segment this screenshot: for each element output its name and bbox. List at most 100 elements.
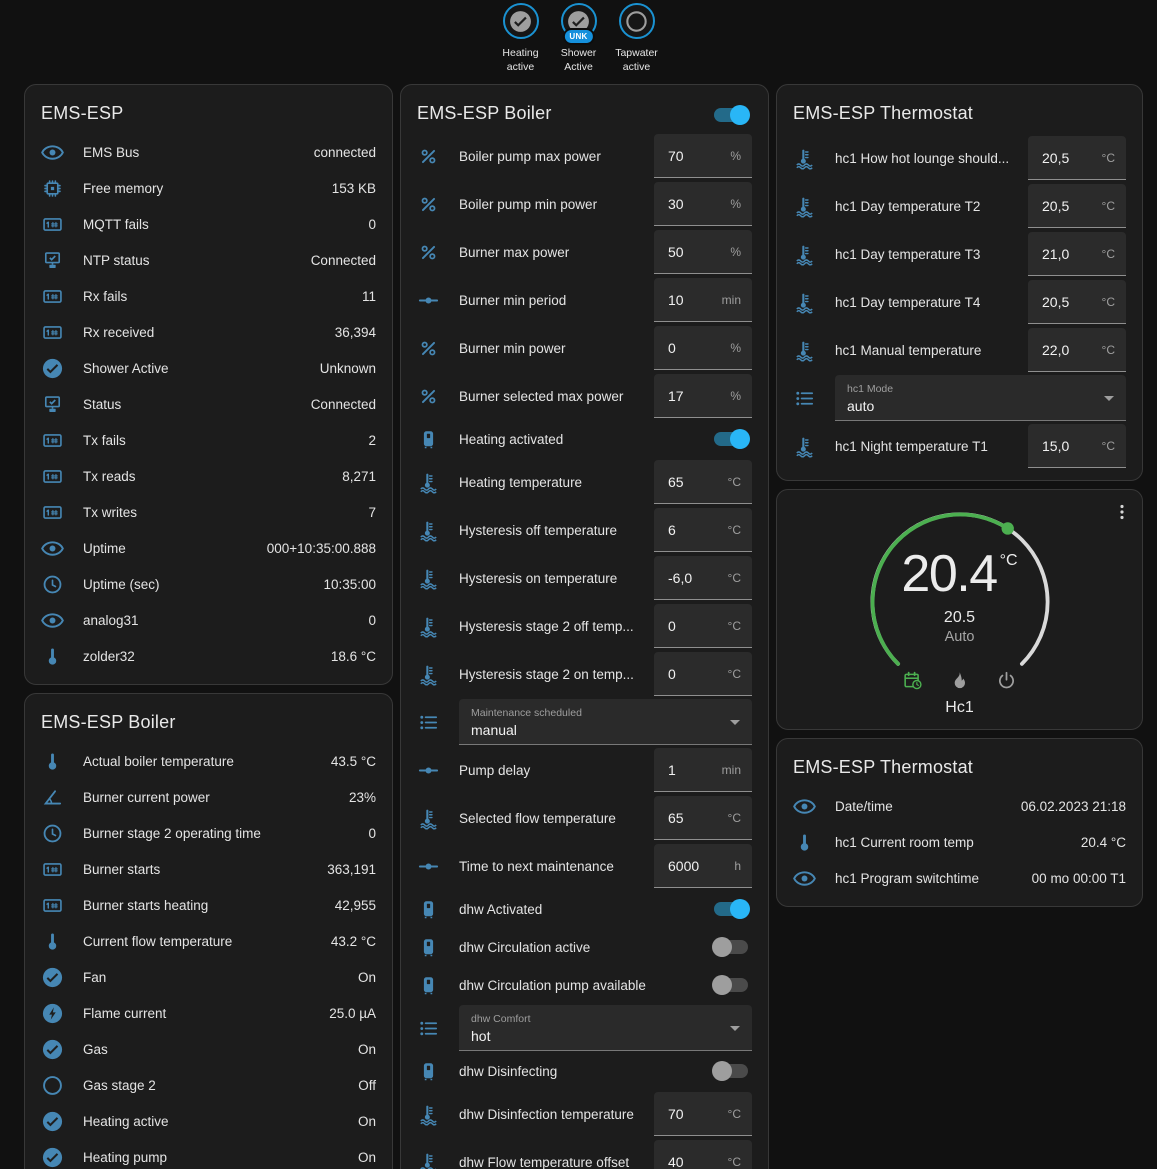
- entity-row[interactable]: Rx received 36,394: [41, 314, 376, 350]
- number-value: 30: [668, 195, 684, 212]
- card-header-toggle[interactable]: [714, 104, 750, 125]
- toggle-switch[interactable]: [712, 975, 748, 996]
- entity-row[interactable]: Uptime (sec) 10:35:00: [41, 566, 376, 602]
- entity-row[interactable]: Tx writes 7: [41, 494, 376, 530]
- entity-row[interactable]: Burner stage 2 operating time 0: [41, 815, 376, 851]
- number-input[interactable]: 20,5 °C: [1028, 184, 1126, 229]
- entity-label: Hysteresis off temperature: [459, 522, 618, 538]
- entity-row[interactable]: Heating pump On: [41, 1139, 376, 1169]
- number-input[interactable]: 0 °C: [654, 604, 752, 649]
- entity-row: Maintenance scheduled manual: [417, 698, 752, 746]
- toggle-switch[interactable]: [712, 937, 748, 958]
- entity-row[interactable]: Tx fails 2: [41, 422, 376, 458]
- number-value: 15,0: [1042, 437, 1070, 454]
- number-input[interactable]: 17%: [654, 374, 752, 419]
- entity-row[interactable]: Flame current 25.0 µA: [41, 995, 376, 1031]
- entity-row[interactable]: analog31 0: [41, 602, 376, 638]
- entity-value: Connected: [310, 396, 376, 412]
- card-boiler-sensors: EMS-ESP Boiler Actual boiler temperature…: [24, 693, 393, 1169]
- number-input[interactable]: 70%: [654, 134, 752, 179]
- entity-value: 363,191: [327, 861, 376, 877]
- entity-row[interactable]: Heating active On: [41, 1103, 376, 1139]
- card-thermostat-sensors: EMS-ESP Thermostat Date/time 06.02.2023 2…: [776, 738, 1143, 908]
- toggle-switch[interactable]: [714, 429, 750, 450]
- number-input[interactable]: 6000 h: [654, 844, 752, 889]
- number-unit: %: [730, 148, 741, 163]
- entity-row[interactable]: Tx reads 8,271: [41, 458, 376, 494]
- entity-row[interactable]: hc1 Current room temp 20.4 °C: [793, 824, 1126, 860]
- dial-handle[interactable]: [1001, 522, 1014, 536]
- entity-row[interactable]: hc1 Program switchtime 00 mo 00:00 T1: [793, 860, 1126, 896]
- number-input[interactable]: 0 °C: [654, 652, 752, 697]
- entity-row[interactable]: NTP status Connected: [41, 242, 376, 278]
- number-input[interactable]: 0%: [654, 326, 752, 371]
- toggle-switch[interactable]: [712, 1061, 748, 1082]
- number-input[interactable]: 50%: [654, 230, 752, 275]
- entity-label: Shower Active: [83, 360, 169, 376]
- entity-row[interactable]: Gas On: [41, 1031, 376, 1067]
- entity-row: Burner min power 0%: [417, 324, 752, 372]
- badge[interactable]: Heating active: [495, 3, 547, 74]
- select-value: manual: [471, 721, 517, 738]
- entity-label: hc1 Manual temperature: [835, 342, 982, 358]
- entity-row[interactable]: Date/time 06.02.2023 21:18: [793, 788, 1126, 824]
- entity-label: Flame current: [83, 1005, 167, 1021]
- toggle-switch[interactable]: [714, 899, 750, 920]
- select-input[interactable]: dhw Comfort hot: [459, 1005, 752, 1052]
- entity-row[interactable]: EMS Bus connected: [41, 134, 376, 170]
- thermostat-dial[interactable]: 20.4 °C 20.5 Auto: [860, 502, 1060, 668]
- number-input[interactable]: 20,5 °C: [1028, 136, 1126, 181]
- entity-row[interactable]: Fan On: [41, 959, 376, 995]
- number-input[interactable]: 6 °C: [654, 508, 752, 553]
- select-input[interactable]: Maintenance scheduled manual: [459, 699, 752, 746]
- entity-row[interactable]: Actual boiler temperature 43.5 °C: [41, 743, 376, 779]
- entity-row[interactable]: zolder32 18.6 °C: [41, 638, 376, 674]
- number-input[interactable]: 30%: [654, 182, 752, 227]
- entity-row: Heating activated: [417, 420, 752, 458]
- more-options-button[interactable]: [1108, 498, 1136, 526]
- entity-label: Gas stage 2: [83, 1077, 156, 1093]
- entity-row[interactable]: Uptime 000+10:35:00.888: [41, 530, 376, 566]
- entity-row[interactable]: Free memory 153 KB: [41, 170, 376, 206]
- entity-row: Burner max power 50%: [417, 228, 752, 276]
- number-input[interactable]: 70 °C: [654, 1092, 752, 1137]
- number-value: 20,5: [1042, 149, 1070, 166]
- entity-label: dhw Circulation pump available: [459, 977, 646, 993]
- entity-row[interactable]: Shower Active Unknown: [41, 350, 376, 386]
- number-input[interactable]: 15,0 °C: [1028, 424, 1126, 469]
- number-input[interactable]: 65 °C: [654, 796, 752, 841]
- number-input[interactable]: 40 °C: [654, 1140, 752, 1169]
- number-input[interactable]: -6,0 °C: [654, 556, 752, 601]
- entity-row[interactable]: Current flow temperature 43.2 °C: [41, 923, 376, 959]
- number-input[interactable]: 1 min: [654, 748, 752, 793]
- entity-row[interactable]: Burner current power 23%: [41, 779, 376, 815]
- badge[interactable]: Tapwater active: [611, 3, 663, 74]
- number-input[interactable]: 10 min: [654, 278, 752, 323]
- toggle-thumb: [730, 429, 750, 450]
- percent-icon: [417, 337, 440, 360]
- badge[interactable]: UNK Shower Active: [553, 3, 605, 74]
- number-input[interactable]: 20,5 °C: [1028, 280, 1126, 325]
- check-circle-icon: [41, 1038, 64, 1061]
- number-input[interactable]: 65 °C: [654, 460, 752, 505]
- number-unit: min: [721, 762, 741, 777]
- entity-value: 23%: [348, 789, 376, 805]
- select-input[interactable]: hc1 Mode auto: [835, 375, 1126, 422]
- entity-row[interactable]: MQTT fails 0: [41, 206, 376, 242]
- ray-icon: [417, 289, 440, 312]
- entity-row[interactable]: Burner starts heating 42,955: [41, 887, 376, 923]
- entity-row[interactable]: Gas stage 2 Off: [41, 1067, 376, 1103]
- number-input[interactable]: 22,0 °C: [1028, 328, 1126, 373]
- badge-label: Heating active: [502, 47, 539, 74]
- entity-row[interactable]: Rx fails 11: [41, 278, 376, 314]
- entity-label: Current flow temperature: [83, 933, 233, 949]
- entity-label: hc1 Day temperature T2: [835, 198, 981, 214]
- number-unit: h: [734, 858, 741, 873]
- toggle-thumb: [712, 1061, 732, 1082]
- number-input[interactable]: 21,0 °C: [1028, 232, 1126, 277]
- dots-vertical-icon: [1112, 502, 1132, 522]
- column-left: EMS-ESP EMS Bus connected Free memory 153 K…: [24, 84, 393, 1169]
- card-title: EMS-ESP Thermostat: [793, 103, 973, 124]
- entity-row[interactable]: Burner starts 363,191: [41, 851, 376, 887]
- entity-row[interactable]: Status Connected: [41, 386, 376, 422]
